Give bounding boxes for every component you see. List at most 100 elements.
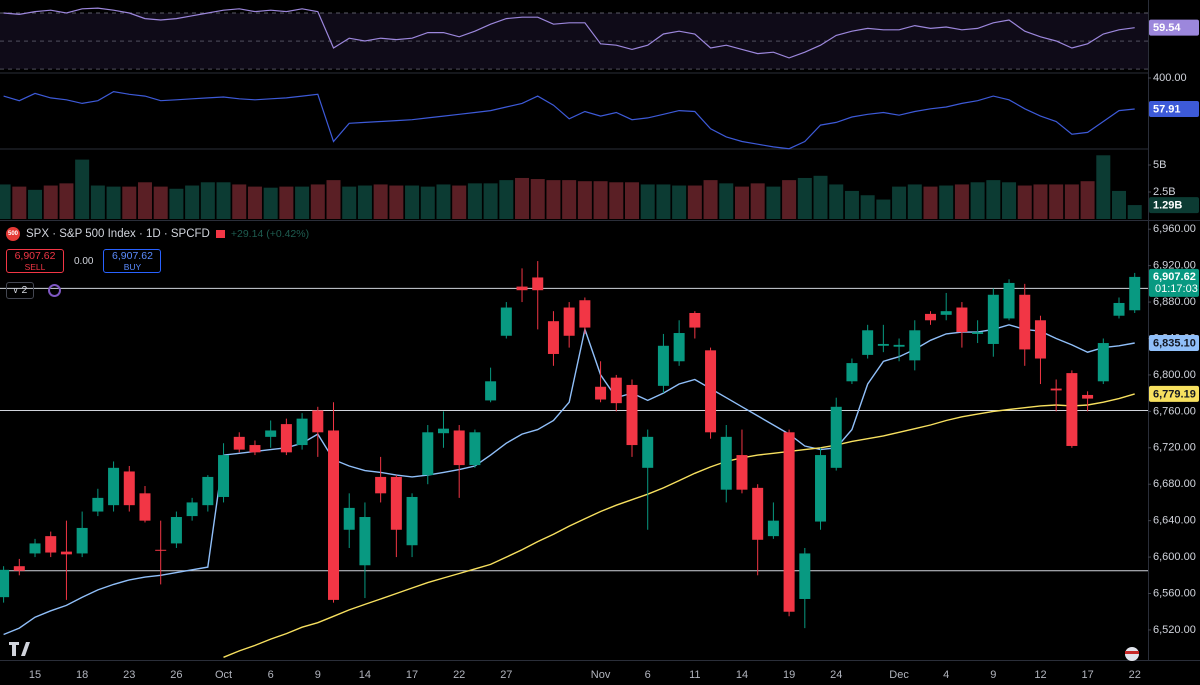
sync-icon[interactable] xyxy=(48,283,61,297)
indicator-value-label: 59.54 xyxy=(1153,22,1181,34)
volume-bar xyxy=(389,185,404,219)
volume-bar xyxy=(310,184,325,219)
y-tick-label: 6,760.00 xyxy=(1153,405,1196,417)
indicator-value-label-bg xyxy=(1149,101,1199,118)
buy-button[interactable]: 6,907.62 BUY xyxy=(103,249,162,273)
volume-bar xyxy=(295,186,310,219)
candle-body xyxy=(45,536,57,553)
volume-bar xyxy=(90,185,105,219)
volume-bar xyxy=(420,186,435,219)
layers-count: 2 xyxy=(21,284,28,296)
x-tick-label: 22 xyxy=(453,669,465,681)
candle-body xyxy=(233,436,245,450)
candle-body xyxy=(343,507,355,530)
x-tick-label: Dec xyxy=(889,669,909,681)
candle-body xyxy=(1003,282,1015,319)
buy-price: 6,907.62 xyxy=(112,250,153,262)
candle-body xyxy=(689,312,701,328)
x-tick-label: 14 xyxy=(736,669,748,681)
candle-body xyxy=(1097,343,1109,382)
y-tick-label: 6,680.00 xyxy=(1153,478,1196,490)
candle-body xyxy=(249,445,261,453)
volume-bar xyxy=(185,185,200,219)
candle-body xyxy=(752,487,764,540)
price-label-bg xyxy=(1149,268,1199,297)
x-tick-label: 17 xyxy=(1081,669,1093,681)
countdown-label: 01:17:03 xyxy=(1155,283,1198,295)
candle-body xyxy=(312,410,324,433)
candle-body xyxy=(76,527,88,554)
y-tick-label: 6,520.00 xyxy=(1153,624,1196,636)
candle-body xyxy=(1019,294,1031,350)
candle-body xyxy=(783,432,795,612)
candle-body xyxy=(485,381,497,401)
volume-bar xyxy=(452,185,467,219)
candle-body xyxy=(437,428,449,434)
candle-body xyxy=(705,350,717,433)
candle-body xyxy=(139,493,151,521)
volume-bar xyxy=(483,183,498,219)
volume-bar xyxy=(876,199,891,219)
y-tick-label: 2.5B xyxy=(1153,186,1176,198)
volume-bar xyxy=(75,159,90,219)
x-tick-label: 22 xyxy=(1129,669,1141,681)
layers-toggle[interactable]: ∨ 2 xyxy=(6,281,34,299)
volume-bar xyxy=(342,186,357,219)
candle-body xyxy=(328,430,340,600)
volume-bar xyxy=(782,180,797,219)
symbol-title[interactable]: SPX · S&P 500 Index · 1D · SPCFD xyxy=(26,228,210,240)
candle-body xyxy=(893,344,905,347)
volume-bar xyxy=(719,183,734,219)
x-tick-label: 18 xyxy=(76,669,88,681)
indicator-value-label-bg xyxy=(1149,19,1199,36)
candle-body xyxy=(579,300,591,328)
volume-bar xyxy=(687,185,702,219)
candle-body xyxy=(799,553,811,599)
volume-bar xyxy=(1127,205,1142,219)
x-tick-label: 6 xyxy=(645,669,651,681)
candle-body xyxy=(60,551,72,555)
volume-bar xyxy=(1080,181,1095,219)
candle-body xyxy=(956,307,968,333)
x-tick-label: 14 xyxy=(359,669,371,681)
sell-label: SELL xyxy=(24,262,46,272)
candle-body xyxy=(218,455,230,497)
volume-bar xyxy=(1049,184,1064,219)
candle-body xyxy=(1066,373,1078,446)
logo xyxy=(9,642,30,656)
trade-row: 6,907.62 SELL 0.00 6,907.62 BUY xyxy=(6,246,309,276)
candle-body xyxy=(862,330,874,355)
volume-bar xyxy=(263,187,278,219)
x-tick-label: Oct xyxy=(215,669,232,681)
line-value-label: 6,779.19 xyxy=(1153,388,1196,400)
candle-body xyxy=(563,307,575,336)
sell-button[interactable]: 6,907.62 SELL xyxy=(6,249,64,273)
candle-body xyxy=(1113,302,1125,316)
volume-bar xyxy=(122,186,137,219)
y-tick-label: 6,560.00 xyxy=(1153,587,1196,599)
candle-body xyxy=(0,569,10,598)
volume-bar xyxy=(844,190,859,219)
indicator-line xyxy=(3,7,1135,59)
line-value-label: 6,835.10 xyxy=(1153,337,1196,349)
candle-body xyxy=(924,313,936,321)
candle-body xyxy=(13,566,25,571)
volume-bar xyxy=(436,184,451,219)
volume-bar xyxy=(970,182,985,219)
candle-body xyxy=(830,406,842,468)
price-change: +29.14 (+0.42%) xyxy=(230,228,310,240)
volume-bar xyxy=(137,182,152,219)
y-tick-label: 6,600.00 xyxy=(1153,551,1196,563)
volume-bar xyxy=(829,184,844,219)
volume-bar xyxy=(405,185,420,219)
candle-body xyxy=(547,321,559,354)
candle-body xyxy=(390,476,402,530)
volume-bar xyxy=(562,180,577,219)
candle-body xyxy=(469,432,481,466)
volume-bar xyxy=(640,184,655,219)
line-value-label-bg xyxy=(1149,385,1199,402)
volume-bar xyxy=(609,182,624,219)
volume-bar xyxy=(734,186,749,219)
candle-body xyxy=(359,517,371,566)
